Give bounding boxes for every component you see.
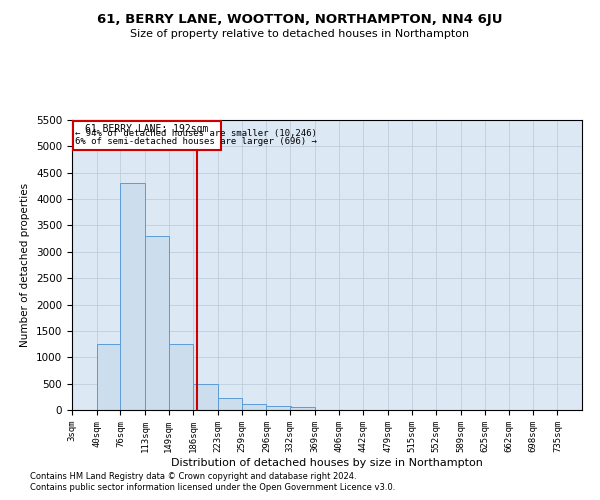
- Bar: [290, 407, 315, 410]
- Bar: [193, 384, 218, 410]
- Text: Contains HM Land Registry data © Crown copyright and database right 2024.: Contains HM Land Registry data © Crown c…: [30, 472, 356, 481]
- Text: 61 BERRY LANE: 192sqm: 61 BERRY LANE: 192sqm: [85, 124, 209, 134]
- Text: Contains public sector information licensed under the Open Government Licence v3: Contains public sector information licen…: [30, 484, 395, 492]
- Y-axis label: Number of detached properties: Number of detached properties: [20, 183, 31, 347]
- Bar: [242, 404, 266, 410]
- Bar: [218, 398, 242, 410]
- Text: 61, BERRY LANE, WOOTTON, NORTHAMPTON, NN4 6JU: 61, BERRY LANE, WOOTTON, NORTHAMPTON, NN…: [97, 12, 503, 26]
- Bar: [169, 344, 193, 410]
- FancyBboxPatch shape: [73, 121, 221, 150]
- Text: ← 94% of detached houses are smaller (10,246): ← 94% of detached houses are smaller (10…: [76, 130, 317, 138]
- Text: 6% of semi-detached houses are larger (696) →: 6% of semi-detached houses are larger (6…: [76, 137, 317, 146]
- Bar: [97, 344, 121, 410]
- Bar: [145, 236, 169, 410]
- Bar: [121, 184, 145, 410]
- Bar: [266, 406, 291, 410]
- X-axis label: Distribution of detached houses by size in Northampton: Distribution of detached houses by size …: [171, 458, 483, 468]
- Text: Size of property relative to detached houses in Northampton: Size of property relative to detached ho…: [130, 29, 470, 39]
